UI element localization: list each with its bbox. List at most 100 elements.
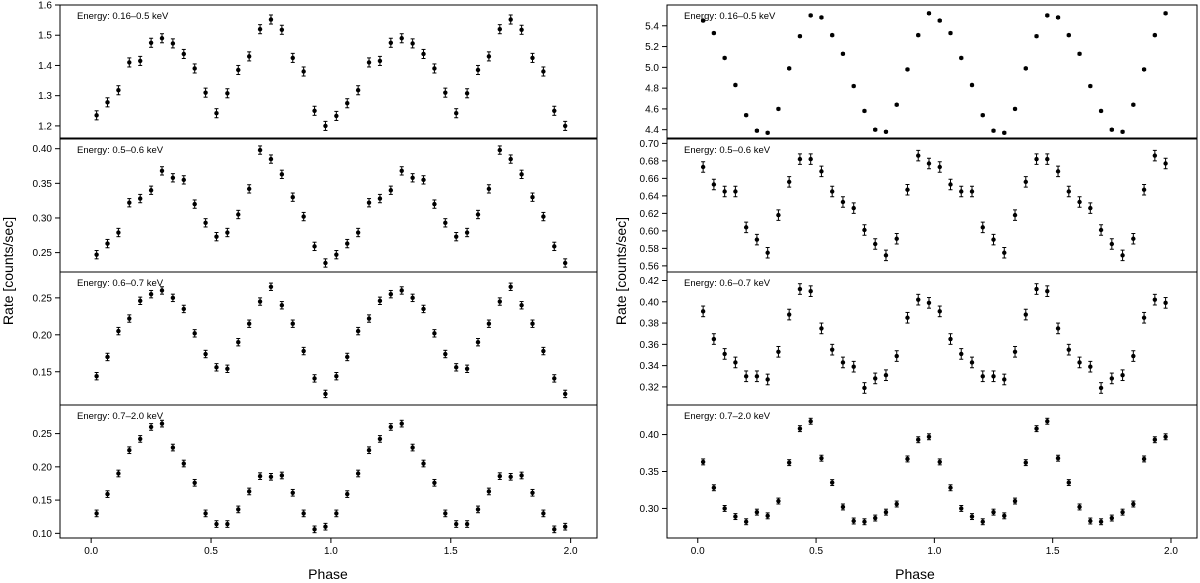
data-marker <box>894 236 899 241</box>
data-marker <box>873 241 878 247</box>
data-point <box>345 238 350 249</box>
data-point <box>700 458 706 466</box>
data-point <box>1045 153 1050 165</box>
data-marker <box>301 348 306 354</box>
data-point <box>991 128 996 133</box>
data-marker <box>926 434 932 439</box>
data-marker <box>948 30 953 36</box>
data-marker <box>486 489 492 494</box>
panel-1: Energy: 0.16–0.5 keV 4.4 4.6 4.8 5.0 5.2 5.4 <box>645 4 1198 139</box>
data-point <box>464 88 470 99</box>
data-marker <box>959 55 964 61</box>
data-point <box>138 193 143 204</box>
data-marker <box>754 374 760 379</box>
data-marker <box>159 288 165 293</box>
data-point <box>225 88 230 99</box>
data-marker <box>279 172 285 177</box>
data-marker <box>959 506 964 511</box>
data-marker <box>894 102 899 107</box>
data-marker <box>733 360 738 365</box>
data-point <box>1088 517 1093 525</box>
data-point <box>873 238 878 250</box>
data-marker <box>170 41 176 46</box>
data-point <box>170 443 176 452</box>
data-point <box>279 169 285 179</box>
data-point <box>366 446 372 455</box>
data-marker <box>192 480 197 486</box>
data-marker <box>366 60 372 65</box>
data-marker <box>1012 106 1018 112</box>
data-point <box>1034 425 1039 433</box>
data-point <box>94 110 99 121</box>
data-point <box>301 509 306 518</box>
data-marker <box>1045 13 1050 18</box>
data-marker <box>1141 315 1147 320</box>
data-marker <box>214 234 219 239</box>
data-point <box>366 57 372 68</box>
data-point <box>1012 209 1018 221</box>
panel-frame <box>666 404 1198 539</box>
data-point <box>1131 500 1136 508</box>
data-point <box>432 478 437 487</box>
data-marker <box>937 18 942 23</box>
data-point <box>388 185 394 195</box>
data-marker <box>786 460 792 465</box>
data-point <box>840 503 846 511</box>
data-marker <box>377 298 383 304</box>
data-point <box>1088 202 1093 214</box>
data-point <box>94 371 99 381</box>
data-point <box>948 333 953 345</box>
energy-label: Energy: 0.6–0.7 keV <box>77 278 164 289</box>
data-marker <box>905 187 910 192</box>
data-marker <box>541 69 546 74</box>
data-marker <box>366 316 372 321</box>
data-marker <box>148 291 154 297</box>
data-marker <box>840 199 846 205</box>
data-point <box>519 301 524 310</box>
data-marker <box>116 88 121 93</box>
data-point <box>722 504 727 512</box>
x-tick-label: 1.0 <box>927 546 941 557</box>
data-marker <box>552 376 557 381</box>
data-marker <box>786 179 792 185</box>
y-axis-title: Rate [counts/sec] <box>613 217 629 325</box>
data-point <box>508 154 513 164</box>
energy-label: Energy: 0.16–0.5 keV <box>77 11 169 22</box>
data-marker <box>257 147 263 153</box>
energy-label: Energy: 0.5–0.6 keV <box>77 145 164 156</box>
data-marker <box>722 55 727 61</box>
data-marker <box>905 456 910 462</box>
data-point <box>148 37 154 48</box>
data-marker <box>937 309 942 314</box>
data-marker <box>819 15 824 20</box>
data-marker <box>1012 498 1018 504</box>
data-marker <box>116 230 121 235</box>
y-tick-label: 0.64 <box>640 191 660 202</box>
data-marker <box>562 391 568 397</box>
data-point <box>711 333 717 345</box>
data-marker <box>1152 297 1158 302</box>
data-point <box>148 423 154 431</box>
data-point <box>562 120 568 131</box>
data-marker <box>214 111 219 116</box>
data-point <box>301 346 306 356</box>
data-point <box>355 326 361 336</box>
data-marker <box>541 511 546 516</box>
data-point <box>1098 382 1104 394</box>
x-tick-label: 0.0 <box>691 546 705 557</box>
data-point <box>323 258 328 268</box>
data-point <box>138 435 143 443</box>
data-marker <box>1066 189 1072 194</box>
data-marker <box>334 113 339 119</box>
data-marker <box>159 168 165 174</box>
data-marker <box>1152 153 1158 158</box>
data-marker <box>225 521 230 527</box>
data-marker <box>94 373 99 379</box>
y-tick-label: 5.4 <box>645 21 659 32</box>
data-marker <box>1109 127 1115 132</box>
data-point <box>851 83 856 89</box>
data-point <box>181 48 186 60</box>
data-point <box>454 232 459 242</box>
data-point <box>916 293 921 306</box>
data-point <box>192 329 197 338</box>
